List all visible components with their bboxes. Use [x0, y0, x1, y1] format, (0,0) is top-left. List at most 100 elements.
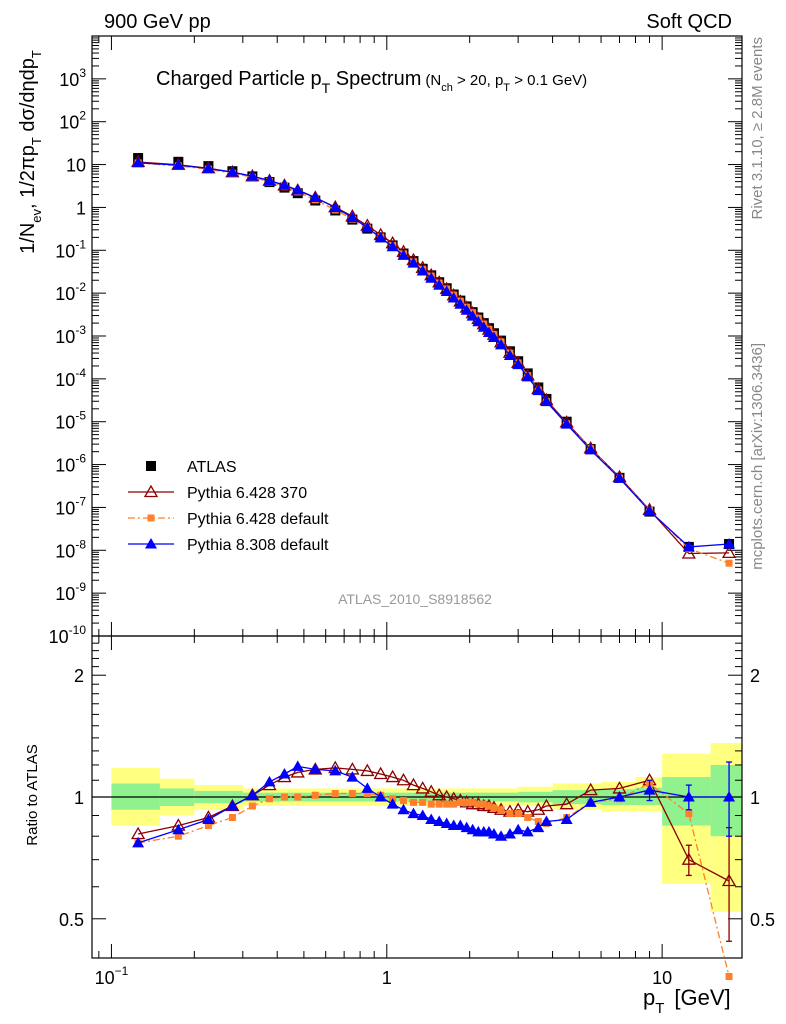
y-tick-label: 10-5 [55, 409, 86, 433]
ratio-data-point [291, 760, 304, 771]
main-data-point [278, 179, 291, 190]
main-data-point [407, 257, 420, 268]
main-data-point [532, 384, 545, 396]
ratio-data-point [432, 787, 447, 801]
main-data-point [447, 292, 460, 303]
ratio-data-point [534, 817, 542, 825]
main-data-point [454, 298, 467, 309]
ratio-series-2 [132, 760, 736, 848]
x-tick-label: 10 [652, 968, 672, 988]
ratio-data-point [363, 790, 371, 798]
y-tick-label: 10-3 [55, 323, 86, 347]
ratio-data-point [248, 802, 256, 810]
ratio-data-point [584, 796, 597, 807]
main-data-point [202, 162, 215, 173]
main-data-point [172, 159, 185, 170]
ratio-data-point [278, 767, 291, 779]
ratio-data-point [280, 793, 288, 801]
ratio-data-point [415, 781, 430, 794]
ratio-data-point [681, 852, 696, 865]
ratio-data-point [485, 802, 493, 810]
ratio-data-point [469, 798, 477, 806]
main-data-point [132, 156, 145, 168]
ratio-data-point [226, 800, 239, 811]
ratio-data-point [246, 789, 259, 800]
y-tick-label: 10-1 [55, 237, 86, 261]
analysis-watermark: ATLAS_2010_S8918562 [338, 591, 492, 607]
legend-marker [147, 514, 155, 522]
main-data-point [263, 174, 276, 185]
main-data-point [472, 315, 485, 327]
ratio-data-point [419, 798, 427, 806]
ratio-data-point [721, 873, 737, 887]
ratio-data-point [540, 815, 553, 826]
ratio-data-point [172, 823, 185, 835]
ratio-data-point [521, 825, 534, 837]
ratio-data-point [294, 793, 302, 801]
axes-and-ticks: 10−1 1 10 10-10 10-9 10-8 10-7 10-6 10-5 10-4 10-3… [49, 35, 775, 988]
x-tick-label: 1 [382, 968, 392, 988]
ratio-data-point [503, 828, 516, 839]
ratio-data-point [373, 766, 388, 780]
main-data-point [495, 338, 508, 350]
ratio-data-point [409, 798, 417, 806]
ratio-data-point [490, 804, 498, 812]
ratio-data-point [725, 973, 733, 981]
legend-entry-0: ATLAS [146, 459, 237, 476]
ratio-data-point [495, 830, 508, 841]
main-data-point [309, 191, 322, 203]
ratio-data-point [385, 769, 400, 783]
ratio-data-point [560, 813, 573, 824]
header-left: 900 GeV pp [104, 11, 211, 33]
ratio-y-tick-label: 2 [74, 666, 84, 686]
ratio-data-point [290, 765, 305, 778]
main-data-point [416, 265, 429, 276]
ratio-data-point [361, 782, 374, 793]
ratio-data-point [559, 796, 574, 810]
ratio-data-point [346, 771, 359, 782]
ratio-data-point [311, 791, 319, 799]
ratio-data-point [583, 782, 598, 796]
main-data-point [226, 166, 239, 177]
ratio-data-point [514, 810, 522, 818]
main-data-point [521, 370, 534, 382]
ratio-data-point [524, 813, 532, 821]
ratio-data-point [329, 764, 342, 776]
main-data-point [643, 504, 656, 516]
ratio-data-point [360, 763, 375, 777]
main-data-point [246, 170, 259, 181]
main-data-point [613, 472, 626, 483]
main-data-point [681, 546, 696, 559]
ratio-data-point [202, 813, 215, 824]
main-data-point [397, 249, 410, 260]
main-series-line [138, 162, 730, 564]
ratio-data-point [174, 832, 182, 840]
ratio-data-point [396, 772, 411, 786]
ratio-data-point [613, 791, 626, 802]
ratio-data-point [463, 798, 471, 806]
main-data-point [512, 358, 525, 370]
ratio-data-point [374, 791, 387, 802]
data-series [130, 153, 737, 981]
legend-label: Pythia 8.308 default [187, 537, 329, 554]
main-title: Charged Particle pT Spectrum (Nch > 20, p… [156, 68, 587, 96]
main-data-point [291, 184, 304, 195]
main-data-point [560, 418, 573, 429]
legend-marker [145, 538, 157, 549]
ratio-data-point [228, 813, 236, 821]
main-data-point [386, 240, 399, 252]
main-data-point [477, 321, 490, 332]
ratio-data-point [406, 777, 421, 791]
main-data-point [374, 231, 387, 243]
ratio-y-tick-label-right: 0.5 [750, 910, 775, 930]
ratio-data-point [204, 822, 212, 830]
ratio-data-point [407, 807, 420, 819]
ratio-data-point [132, 836, 145, 848]
ratio-series-line [137, 782, 730, 977]
legend-entry-1: Pythia 6.428 370 [128, 484, 307, 502]
rivet-label: Rivet 3.1.10, ≥ 2.8M events [749, 37, 766, 220]
ratio-data-point [443, 800, 451, 808]
ratio-y-tick-label-right: 1 [750, 788, 760, 808]
main-data-point [425, 272, 438, 283]
